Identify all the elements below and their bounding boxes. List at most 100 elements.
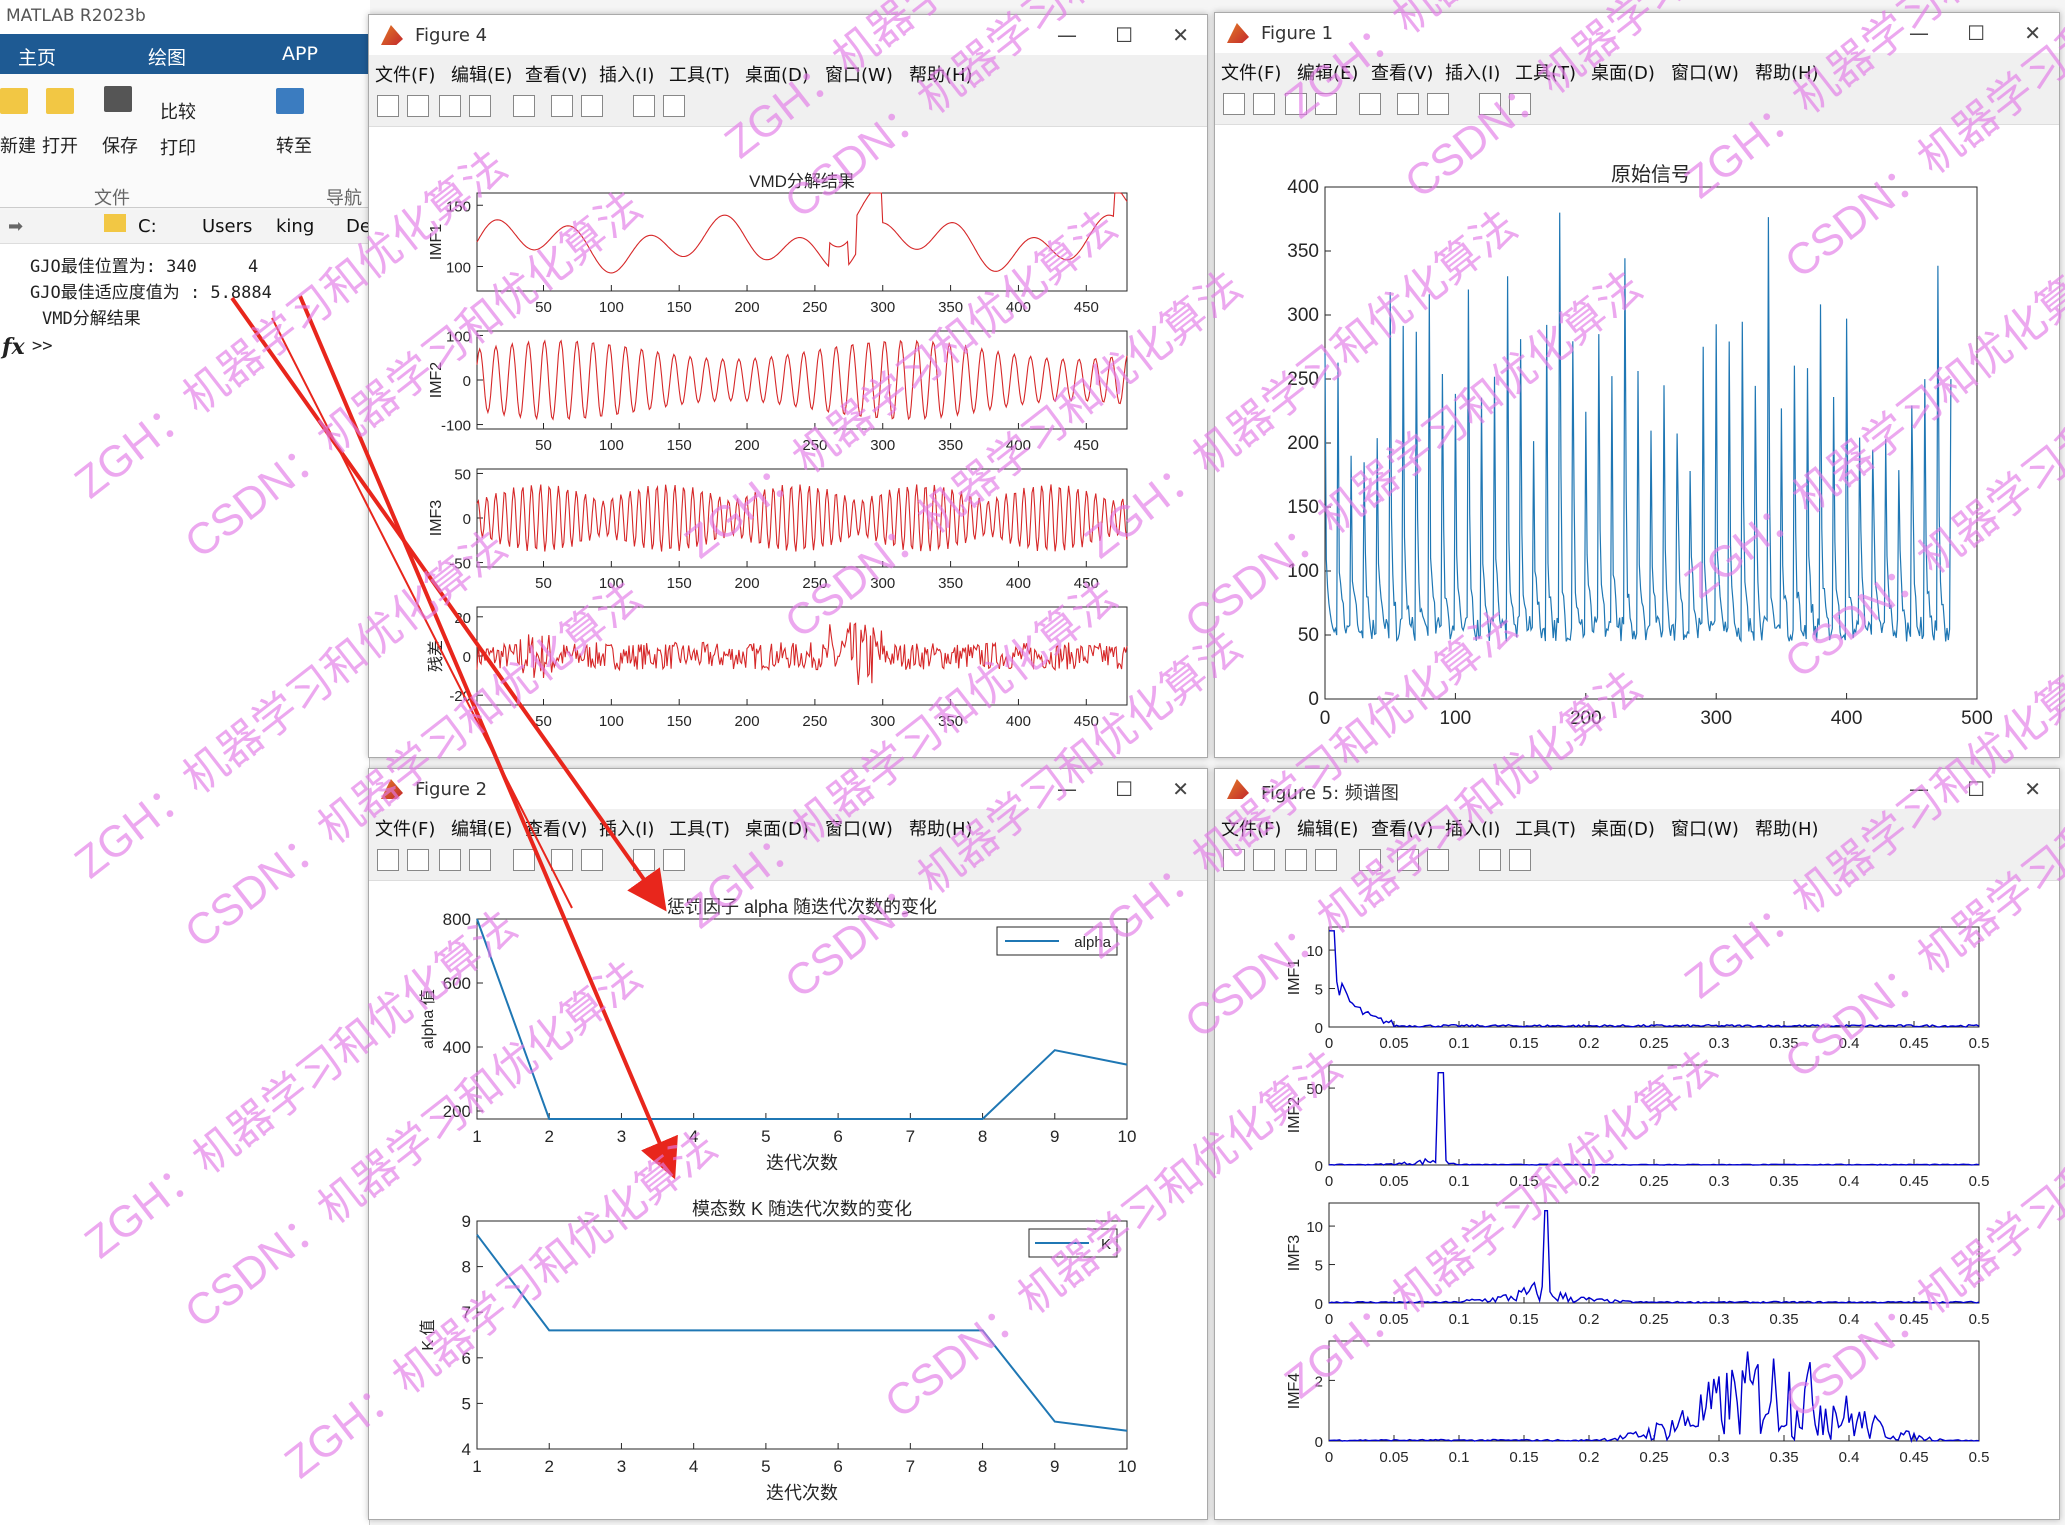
goto-button[interactable]: 转至 [276,136,312,157]
link-icon[interactable] [513,95,535,117]
link-icon[interactable] [513,849,535,871]
colorbar-icon[interactable] [1397,93,1419,115]
menu-item[interactable]: 帮助(H) [1755,819,1819,840]
compare-button[interactable]: 比较 [160,102,196,123]
open-icon[interactable] [1253,849,1275,871]
legend-icon[interactable] [581,95,603,117]
maximize-icon[interactable]: ☐ [1115,777,1133,801]
menu-item[interactable]: 编辑(E) [451,65,513,86]
maximize-icon[interactable]: ☐ [1115,23,1133,47]
menu-item[interactable]: 插入(I) [1445,63,1501,84]
save-icon[interactable] [439,849,461,871]
legend-icon[interactable] [1427,849,1449,871]
menu-item[interactable]: 桌面(D) [1591,819,1655,840]
tab-plots[interactable]: 绘图 [148,47,187,69]
menu-item[interactable]: 帮助(H) [1755,63,1819,84]
new-figure-icon[interactable] [377,849,399,871]
property-icon[interactable] [1509,849,1531,871]
save-icon[interactable] [439,95,461,117]
tab-home[interactable]: 主页 [18,47,57,69]
menu-item[interactable]: 查看(V) [1371,63,1434,84]
menu-item[interactable]: 编辑(E) [1297,63,1359,84]
property-icon[interactable] [1509,93,1531,115]
save-button[interactable]: 保存 [102,136,138,157]
menu-item[interactable]: 编辑(E) [451,819,513,840]
minimize-icon[interactable]: — [1909,777,1929,801]
new-figure-icon[interactable] [1223,849,1245,871]
save-icon[interactable] [1285,849,1307,871]
menu-item[interactable]: 编辑(E) [1297,819,1359,840]
pointer-icon[interactable] [1479,849,1501,871]
print-icon[interactable] [469,849,491,871]
path-segment[interactable]: king [276,216,315,237]
print-icon[interactable] [1315,849,1337,871]
command-window[interactable]: GJO最佳位置为: 340 4 GJO最佳适应度值为 : 5.8884 VMD分… [0,244,370,1525]
menu-item[interactable]: 工具(T) [1515,819,1577,840]
path-bar[interactable]: ➡ C: Users king De [0,210,371,244]
link-icon[interactable] [1359,93,1381,115]
new-icon[interactable] [0,88,28,114]
pointer-icon[interactable] [633,849,655,871]
menu-item[interactable]: 桌面(D) [745,65,809,86]
new-figure-icon[interactable] [377,95,399,117]
menu-item[interactable]: 工具(T) [1515,63,1577,84]
tab-apps[interactable]: APP [282,43,318,65]
property-icon[interactable] [663,849,685,871]
menu-item[interactable]: 插入(I) [599,65,655,86]
close-icon[interactable]: ✕ [1172,777,1189,801]
pointer-icon[interactable] [633,95,655,117]
command-prompt[interactable]: >> [32,336,53,356]
minimize-icon[interactable]: — [1057,23,1077,47]
property-icon[interactable] [663,95,685,117]
menu-item[interactable]: 查看(V) [1371,819,1434,840]
path-segment[interactable]: C: [138,216,157,237]
menu-item[interactable]: 工具(T) [669,819,731,840]
print-icon[interactable] [1315,93,1337,115]
menu-item[interactable]: 文件(F) [375,65,436,86]
maximize-icon[interactable]: ☐ [1967,777,1985,801]
open-icon[interactable] [1253,93,1275,115]
pointer-icon[interactable] [1479,93,1501,115]
menu-item[interactable]: 窗口(W) [1671,819,1739,840]
close-icon[interactable]: ✕ [1172,23,1189,47]
colorbar-icon[interactable] [1397,849,1419,871]
maximize-icon[interactable]: ☐ [1967,21,1985,45]
menu-item[interactable]: 桌面(D) [1591,63,1655,84]
colorbar-icon[interactable] [551,95,573,117]
open-icon[interactable] [407,849,429,871]
print-icon[interactable] [469,95,491,117]
save-icon[interactable] [1285,93,1307,115]
menu-item[interactable]: 窗口(W) [1671,63,1739,84]
menu-item[interactable]: 文件(F) [1221,819,1282,840]
menu-item[interactable]: 窗口(W) [825,65,893,86]
link-icon[interactable] [1359,849,1381,871]
figure-4-window[interactable]: Figure 4 — ☐ ✕ 文件(F) 编辑(E) 查看(V) 插入(I) 工具(T)… [368,14,1208,758]
path-segment[interactable]: De [346,216,371,237]
open-folder-icon[interactable] [46,88,74,114]
legend-icon[interactable] [581,849,603,871]
menu-item[interactable]: 工具(T) [669,65,731,86]
figure-2-window[interactable]: Figure 2 — ☐ ✕ 文件(F) 编辑(E) 查看(V) 插入(I) 工具(T)… [368,768,1208,1520]
legend-icon[interactable] [1427,93,1449,115]
back-arrow-icon[interactable]: ➡ [8,216,24,237]
figure-5-window[interactable]: Figure 5: 频谱图 — ☐ ✕ 文件(F) 编辑(E) 查看(V) 插入(I)… [1214,768,2060,1520]
goto-icon[interactable] [276,88,304,114]
menu-item[interactable]: 文件(F) [375,819,436,840]
save-icon[interactable] [104,86,132,112]
open-button[interactable]: 打开 [42,136,78,157]
close-icon[interactable]: ✕ [2024,777,2041,801]
new-button[interactable]: 新建 [0,136,36,157]
menu-item[interactable]: 窗口(W) [825,819,893,840]
menu-item[interactable]: 查看(V) [525,819,588,840]
close-icon[interactable]: ✕ [2024,21,2041,45]
figure-1-window[interactable]: Figure 1 — ☐ ✕ 文件(F) 编辑(E) 查看(V) 插入(I) 工具(T)… [1214,12,2060,758]
menu-item[interactable]: 帮助(H) [909,819,973,840]
open-icon[interactable] [407,95,429,117]
colorbar-icon[interactable] [551,849,573,871]
minimize-icon[interactable]: — [1909,21,1929,45]
minimize-icon[interactable]: — [1057,777,1077,801]
menu-item[interactable]: 插入(I) [599,819,655,840]
print-button[interactable]: 打印 [160,138,196,159]
menu-item[interactable]: 查看(V) [525,65,588,86]
menu-item[interactable]: 桌面(D) [745,819,809,840]
